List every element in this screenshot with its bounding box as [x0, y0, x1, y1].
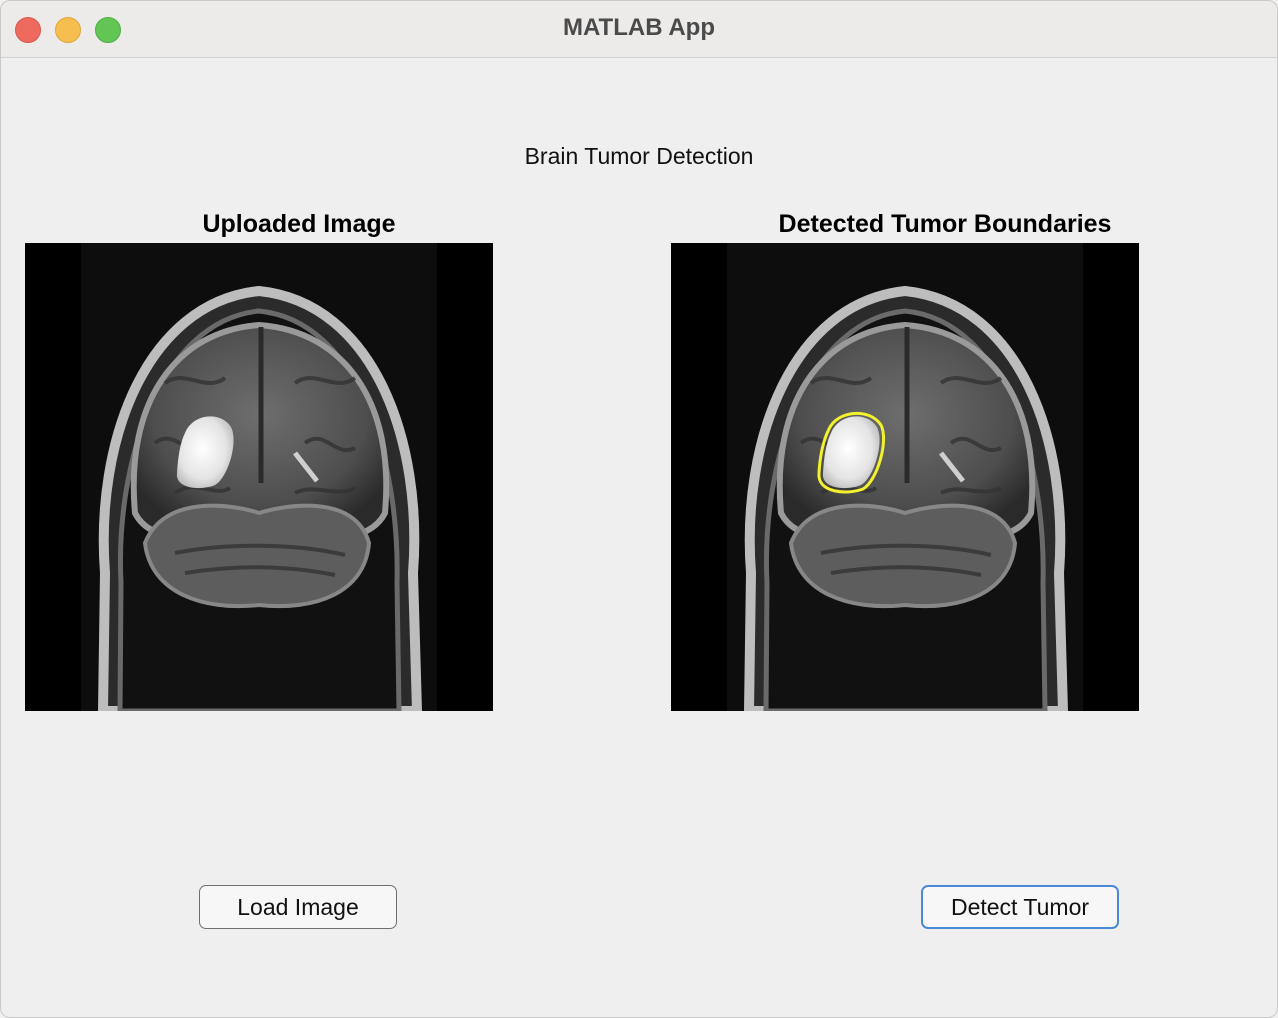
detected-image-title: Detected Tumor Boundaries: [778, 210, 1112, 238]
tumor-boundary-outline: [817, 411, 886, 494]
load-image-button[interactable]: Load Image: [199, 885, 397, 929]
maximize-window-button[interactable]: [95, 17, 121, 43]
mri-scan-with-boundary: [727, 243, 1083, 711]
window-title: MATLAB App: [563, 14, 715, 41]
title-bar: MATLAB App: [1, 1, 1277, 58]
mri-scan-image: [81, 243, 437, 711]
app-heading: Brain Tumor Detection: [524, 143, 754, 169]
minimize-window-button[interactable]: [55, 17, 81, 43]
uploaded-image-axes: [25, 243, 493, 711]
detect-tumor-button[interactable]: Detect Tumor: [921, 885, 1119, 929]
detected-image-axes: [671, 243, 1139, 711]
uploaded-image-title: Uploaded Image: [202, 210, 396, 238]
close-window-button[interactable]: [15, 17, 41, 43]
